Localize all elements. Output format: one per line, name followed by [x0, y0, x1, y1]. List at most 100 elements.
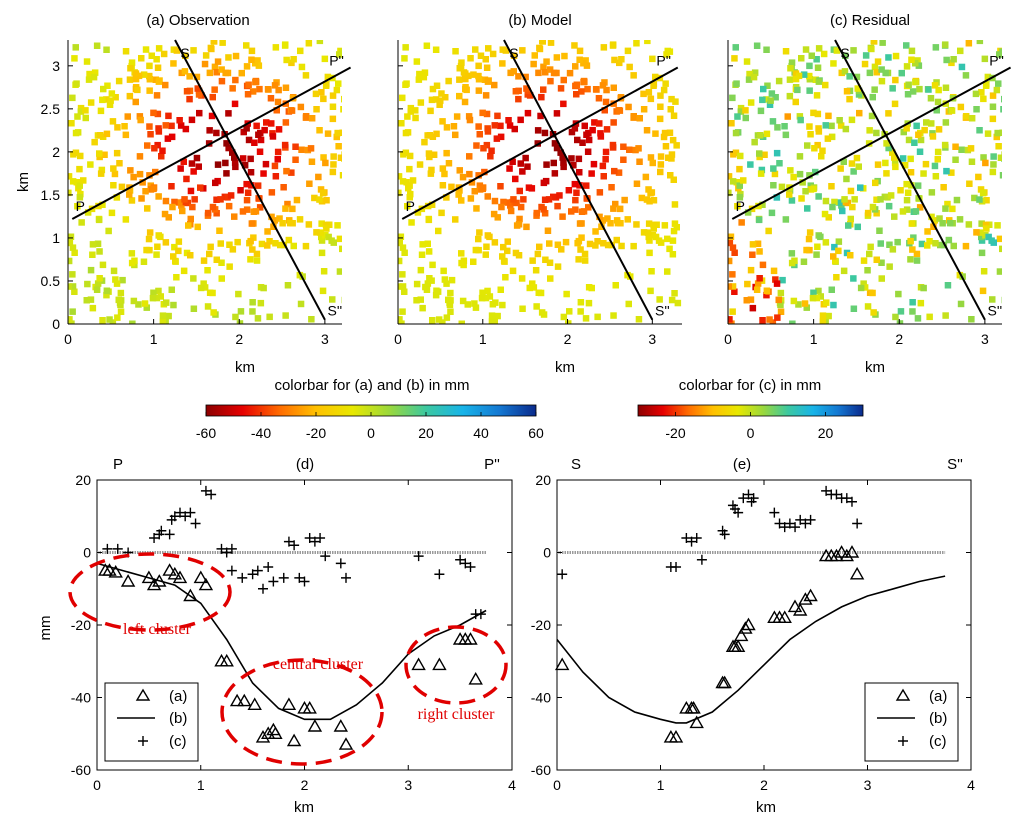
map-pixel — [996, 51, 1002, 58]
map-pixel — [226, 241, 233, 248]
map-pixel — [204, 209, 212, 217]
map-pixel — [399, 283, 407, 290]
map-pixel — [276, 215, 283, 222]
y-tick-label: -60 — [71, 762, 91, 778]
map-pixel — [767, 97, 774, 104]
map-pixel — [576, 182, 583, 189]
map-pixel — [147, 131, 154, 138]
map-pixel — [256, 148, 264, 155]
map-pixel — [529, 280, 536, 287]
map-pixel — [285, 236, 293, 244]
map-pixel — [923, 119, 930, 126]
map-pixel — [802, 46, 810, 53]
map-pixel — [891, 154, 898, 161]
map-pixel — [886, 241, 893, 248]
map-pixel — [565, 320, 572, 324]
map-pixel — [413, 297, 420, 304]
map-pixel — [468, 179, 476, 186]
map-pixel — [127, 167, 134, 174]
map-pixel — [482, 251, 489, 258]
map-pixel — [320, 95, 327, 103]
map-pixel — [243, 196, 251, 204]
map-pixel — [598, 223, 605, 230]
map-pixel — [586, 240, 594, 248]
map-pixel — [572, 63, 579, 70]
map-pixel — [243, 42, 250, 49]
map-pixel — [940, 184, 947, 191]
map-pixel — [170, 301, 177, 309]
map-pixel — [253, 122, 260, 130]
residual-marker — [795, 514, 806, 525]
map-pixel — [282, 119, 290, 126]
legend-label: (a) — [929, 688, 947, 705]
map-pixel — [187, 252, 194, 259]
map-pixel — [69, 308, 76, 315]
map-pixel — [957, 300, 965, 308]
map-pixel — [213, 210, 220, 217]
map-pixel — [537, 112, 544, 120]
map-pixel — [486, 233, 493, 241]
observation-marker — [432, 657, 447, 671]
map-pixel — [202, 52, 210, 59]
map-pixel — [873, 196, 880, 203]
map-pixel — [768, 209, 776, 217]
map-pixel — [933, 107, 940, 114]
residual-marker — [278, 572, 289, 583]
map-pixel — [257, 299, 265, 307]
map-pixel — [670, 227, 678, 235]
map-pixel — [892, 76, 899, 84]
cluster-annotations: left cluster central cluster right clust… — [68, 552, 508, 766]
map-pixel — [997, 154, 1002, 161]
map-pixel — [244, 91, 252, 98]
map-pixel — [541, 196, 549, 203]
map-pixel — [786, 76, 794, 83]
map-pixel — [441, 170, 448, 178]
map-pixel — [247, 155, 254, 163]
residual-marker — [263, 562, 274, 572]
map-pixel — [868, 112, 876, 120]
map-pixel — [611, 56, 618, 64]
map-pixel — [950, 242, 957, 250]
map-pixel — [99, 96, 106, 104]
map-pixel — [889, 149, 896, 156]
map-pixel — [306, 180, 313, 187]
observation-marker — [333, 719, 349, 732]
map-pixel — [281, 141, 289, 149]
map-pixel — [130, 297, 138, 305]
map-pixel — [223, 170, 230, 177]
map-pixel — [439, 182, 447, 189]
residual-marker — [294, 572, 305, 583]
map-pixel — [494, 312, 501, 320]
map-pixel — [789, 320, 796, 324]
map-pixel — [1000, 106, 1002, 113]
map-pixel — [849, 203, 856, 211]
map-pixel — [467, 195, 475, 202]
map-pixel — [227, 192, 235, 199]
legend-triangle-icon — [895, 688, 911, 701]
map-pixel — [487, 153, 494, 160]
panel-c-title: (c) Residual — [830, 12, 910, 29]
map-pixel — [728, 120, 735, 127]
observation-marker — [108, 564, 123, 578]
map-pixel — [989, 168, 997, 176]
map-pixel — [815, 287, 822, 295]
map-pixel — [436, 101, 443, 108]
map-pixel — [157, 293, 164, 300]
map-pixel — [286, 219, 294, 227]
map-pixel — [406, 194, 413, 201]
x-tick-label: 3 — [404, 777, 412, 793]
residual-marker — [309, 536, 320, 547]
map-pixel — [248, 47, 256, 55]
map-pixel — [283, 56, 290, 64]
map-pixel — [882, 159, 889, 167]
map-pixel — [305, 40, 313, 47]
map-pixel — [905, 81, 912, 88]
map-pixel — [153, 56, 160, 63]
map-pixel — [763, 46, 770, 53]
map-pixel — [574, 136, 581, 144]
map-pixel — [146, 72, 153, 80]
map-pixel — [609, 141, 617, 149]
map-pixel — [128, 59, 136, 66]
